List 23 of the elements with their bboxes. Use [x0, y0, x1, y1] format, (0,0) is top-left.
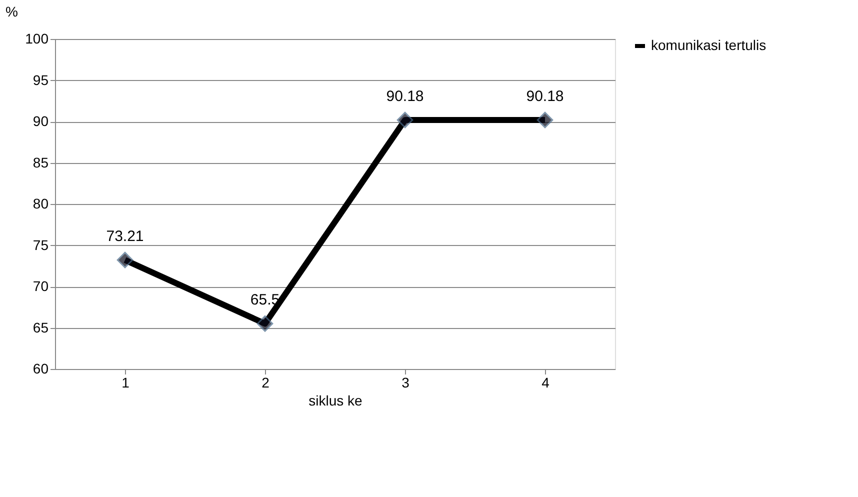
legend-label: komunikasi tertulis — [651, 37, 766, 53]
y-tick-label: 90 — [32, 113, 49, 129]
y-axis-title: % — [6, 4, 18, 20]
y-tick-label: 70 — [32, 278, 49, 294]
point — [536, 112, 554, 128]
y-tick-label: 60 — [32, 360, 49, 376]
point — [396, 112, 414, 128]
x-tick-label: 1 — [122, 374, 130, 390]
x-axis-title: siklus ke — [308, 392, 363, 408]
y-tick-label: 75 — [32, 236, 49, 253]
y-tick-label: 85 — [32, 154, 49, 170]
x-tick-label: 2 — [262, 374, 270, 390]
x-tick-label: 3 — [402, 374, 410, 390]
x-tick-label: 4 — [542, 374, 550, 390]
y-tick-label: 65 — [32, 319, 49, 336]
y-tick-label: 95 — [32, 72, 49, 88]
data-label: 90.18 — [386, 88, 424, 106]
point — [116, 252, 134, 268]
y-tick-label: 100 — [25, 30, 49, 46]
data-label: 73.21 — [106, 228, 144, 246]
y-tick-label: 80 — [32, 196, 49, 212]
data-label: 90.18 — [526, 88, 564, 106]
point — [256, 315, 274, 332]
